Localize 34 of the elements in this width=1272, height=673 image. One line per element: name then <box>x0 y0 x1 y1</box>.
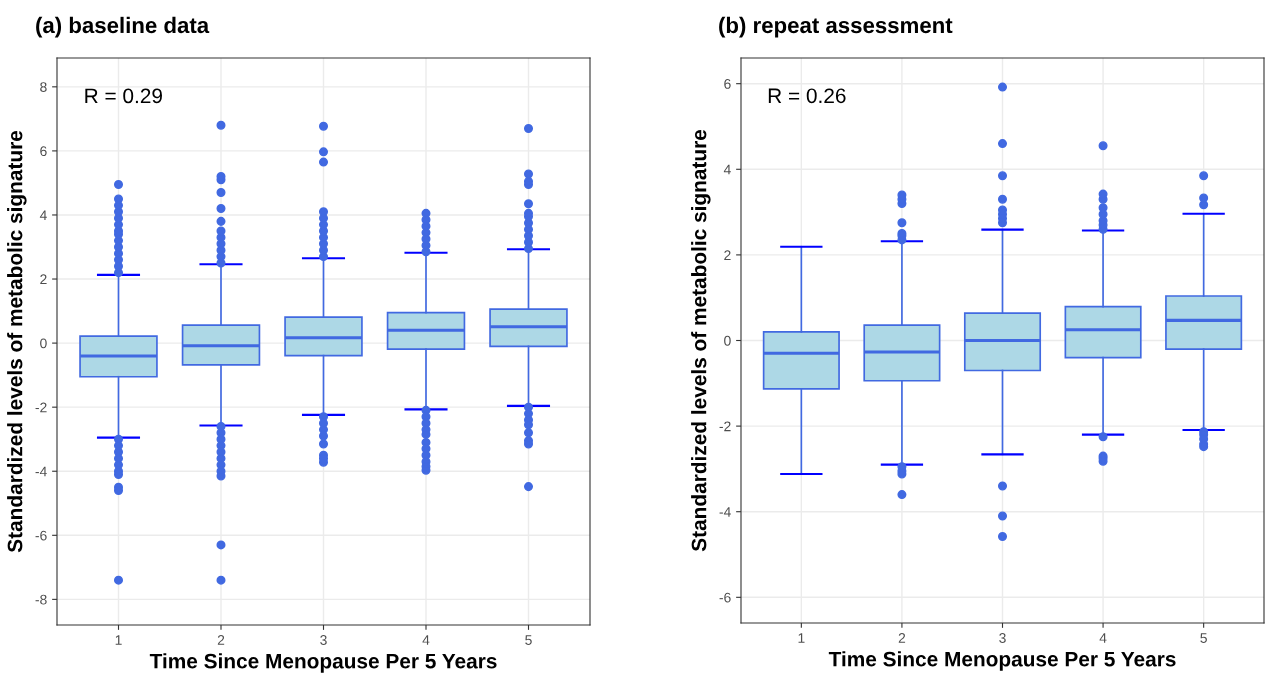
y-tick-label: -6 <box>35 530 47 541</box>
x-tick-label: 2 <box>898 633 906 643</box>
y-tick-label: 2 <box>40 274 47 285</box>
y-tick-label: 4 <box>39 210 47 220</box>
y-tick-label: 0 <box>40 338 47 349</box>
y-axis-title: Standardized levels of metabolic signature <box>7 130 27 553</box>
x-axis-title: Time Since Menopause Per 5 Years <box>149 653 497 673</box>
x-axis-title: Time Since Menopause Per 5 Years <box>828 651 1176 671</box>
y-tick-label: 8 <box>40 82 47 92</box>
y-tick-label: 4 <box>723 164 731 175</box>
y-tick-label: -4 <box>719 507 731 517</box>
x-tick-label: 3 <box>320 635 327 645</box>
y-tick-label: -6 <box>719 592 731 603</box>
y-tick-label: 6 <box>40 146 47 157</box>
y-tick-label: -2 <box>35 402 47 413</box>
chart-title: (b) repeat assessment <box>719 16 953 38</box>
y-axis-title: Standardized levels of metabolic signature <box>691 129 711 552</box>
y-tick-label: -2 <box>719 421 731 432</box>
x-tick-label: 1 <box>115 635 122 645</box>
x-tick-label: 3 <box>999 633 1006 643</box>
y-tick-label: -8 <box>35 594 47 605</box>
x-tick-label: 4 <box>422 635 430 645</box>
x-tick-label: 5 <box>1200 633 1207 643</box>
y-tick-label: 6 <box>724 79 731 89</box>
x-tick-label: 5 <box>525 635 532 645</box>
y-tick-label: 0 <box>724 335 731 346</box>
annotation: R = 0.29 <box>85 88 162 104</box>
x-tick-label: 2 <box>217 635 225 645</box>
annotation: R = 0.26 <box>768 88 846 104</box>
chart-title: (a) baseline data <box>36 16 210 38</box>
x-tick-label: 1 <box>798 633 805 643</box>
y-tick-label: -4 <box>35 466 47 477</box>
y-tick-label: 2 <box>724 250 731 260</box>
x-tick-label: 4 <box>1099 633 1107 643</box>
